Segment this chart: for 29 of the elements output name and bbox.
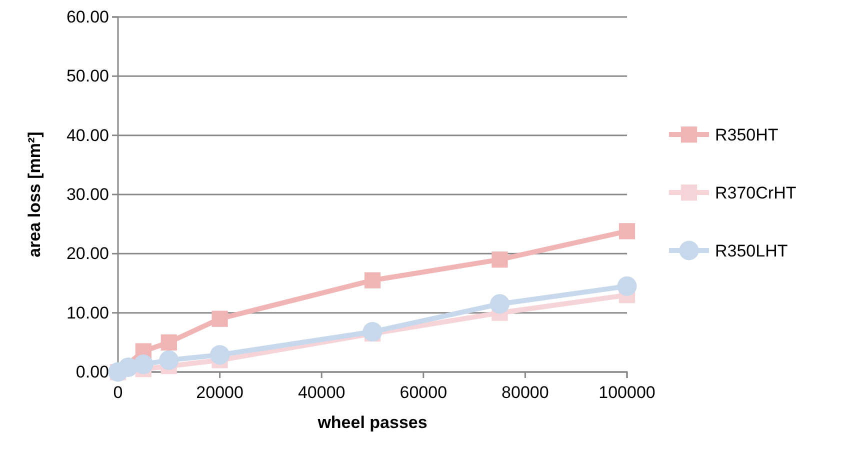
- point: [617, 276, 637, 296]
- y-tick-label: 30.00: [66, 184, 109, 204]
- point: [159, 350, 179, 370]
- y-tick-label: 50.00: [66, 66, 109, 86]
- point: [618, 223, 636, 240]
- point: [362, 322, 382, 342]
- point: [490, 294, 510, 314]
- x-tick-label: 40000: [298, 383, 346, 402]
- y-axis-title: area loss [mm²]: [25, 132, 44, 258]
- point: [160, 334, 177, 350]
- x-axis-title: wheel passes: [316, 413, 428, 432]
- y-tick-label: 20.00: [66, 244, 109, 264]
- x-tick-label: 0: [113, 383, 123, 402]
- point: [364, 272, 381, 288]
- y-tick-label: 0.00: [76, 362, 109, 382]
- legend-label: R350LHT: [715, 241, 788, 260]
- point: [134, 354, 154, 374]
- x-tick-label: 20000: [196, 383, 244, 402]
- y-tick-label: 60.00: [66, 7, 109, 26]
- point: [210, 345, 230, 365]
- legend-label: R350HT: [715, 125, 778, 144]
- legend-label: R370CrHT: [715, 183, 796, 202]
- y-tick-label: 40.00: [66, 126, 109, 145]
- point: [492, 252, 508, 268]
- y-tick-label: 10.00: [66, 303, 109, 322]
- point: [212, 310, 228, 327]
- x-tick-label: 100000: [598, 383, 656, 402]
- x-tick-label: 60000: [400, 383, 448, 402]
- x-tick-label: 80000: [502, 383, 549, 402]
